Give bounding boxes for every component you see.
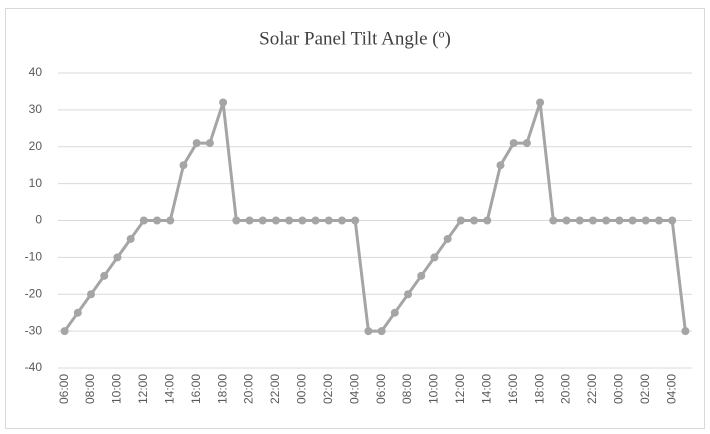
point-marker [232, 216, 241, 225]
x-tick-label: 14:00 [479, 374, 493, 404]
y-tick-label: -30 [25, 323, 43, 337]
point-marker [654, 216, 663, 225]
point-marker [100, 271, 109, 280]
y-tick-label: 20 [29, 139, 43, 153]
x-tick-label: 22:00 [585, 374, 599, 404]
x-tick-label: 20:00 [242, 374, 256, 404]
point-marker [192, 139, 201, 148]
point-marker [73, 308, 82, 317]
y-tick-label: -10 [25, 250, 43, 264]
point-marker [549, 216, 558, 225]
point-marker [628, 216, 637, 225]
point-marker [668, 216, 677, 225]
point-marker [179, 161, 188, 170]
x-tick-label: 12:00 [453, 374, 467, 404]
y-tick-label: -20 [25, 286, 43, 300]
point-marker [483, 216, 492, 225]
point-marker [443, 234, 452, 243]
point-marker [258, 216, 267, 225]
point-marker [417, 271, 426, 280]
x-tick-label: 18:00 [215, 374, 229, 404]
point-marker [153, 216, 162, 225]
point-marker [285, 216, 294, 225]
x-tick-label: 16:00 [189, 374, 203, 404]
chart-title: Solar Panel Tilt Angle (º) [259, 28, 451, 49]
x-tick-label: 10:00 [427, 374, 441, 404]
point-marker [588, 216, 597, 225]
point-marker [430, 253, 439, 262]
x-tick-label: 08:00 [400, 374, 414, 404]
point-marker [139, 216, 148, 225]
point-marker [496, 161, 505, 170]
x-tick-label: 00:00 [295, 374, 309, 404]
x-tick-label: 04:00 [664, 374, 678, 404]
x-tick-label: 18:00 [532, 374, 546, 404]
point-marker [245, 216, 254, 225]
x-tick-label: 06:00 [374, 374, 388, 404]
y-tick-label: 40 [29, 65, 43, 79]
point-marker [641, 216, 650, 225]
point-marker [602, 216, 611, 225]
point-marker [166, 216, 175, 225]
point-marker [337, 216, 346, 225]
point-marker [562, 216, 571, 225]
point-marker [615, 216, 624, 225]
x-tick-label: 06:00 [57, 374, 71, 404]
point-marker [311, 216, 320, 225]
point-marker [536, 98, 545, 107]
point-marker [271, 216, 280, 225]
x-tick-label: 00:00 [612, 374, 626, 404]
x-tick-label: 14:00 [162, 374, 176, 404]
x-tick-label: 22:00 [268, 374, 282, 404]
point-marker [298, 216, 307, 225]
y-tick-label: 30 [29, 102, 43, 116]
x-tick-label: 12:00 [136, 374, 150, 404]
x-tick-label: 02:00 [638, 374, 652, 404]
point-marker [219, 98, 228, 107]
y-tick-label: -40 [25, 360, 43, 374]
point-marker [87, 290, 96, 299]
point-marker [470, 216, 479, 225]
point-marker [126, 234, 135, 243]
x-tick-label: 16:00 [506, 374, 520, 404]
point-marker [324, 216, 333, 225]
x-tick-label: 02:00 [321, 374, 335, 404]
point-marker [205, 139, 214, 148]
point-marker [509, 139, 518, 148]
point-marker [575, 216, 584, 225]
point-marker [351, 216, 360, 225]
x-tick-label: 10:00 [110, 374, 124, 404]
x-tick-label: 04:00 [347, 374, 361, 404]
x-tick-label: 08:00 [83, 374, 97, 404]
point-marker [456, 216, 465, 225]
y-tick-label: 0 [35, 213, 42, 227]
point-marker [60, 327, 69, 336]
point-marker [390, 308, 399, 317]
x-tick-label: 20:00 [559, 374, 573, 404]
point-marker [404, 290, 413, 299]
point-marker [113, 253, 122, 262]
point-marker [377, 327, 386, 336]
point-marker [681, 327, 690, 336]
point-marker [364, 327, 373, 336]
y-tick-label: 10 [29, 176, 43, 190]
point-marker [522, 139, 531, 148]
